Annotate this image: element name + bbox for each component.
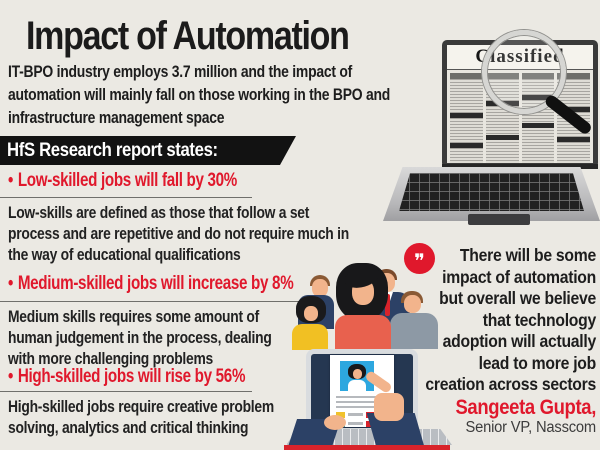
recruitment-illustration [278, 262, 460, 450]
report-banner: HfS Research report states: [0, 136, 296, 165]
person-body [390, 313, 438, 349]
person-head [304, 306, 318, 321]
resume-text-line [336, 406, 388, 408]
resume-legend-line [348, 413, 363, 416]
divider-rule [0, 197, 252, 198]
ad-section-band [557, 107, 590, 112]
right-hand [374, 393, 404, 421]
bullet-headline-high-skilled: • High-skilled jobs will rise by 56% [8, 366, 245, 388]
bullet-dot: • [8, 273, 14, 294]
resume-text-line [336, 401, 388, 403]
ad-section-band [521, 123, 555, 128]
resume-legend-line [348, 422, 363, 425]
person-head [312, 279, 328, 297]
ad-section-band [450, 113, 483, 118]
ad-column-header [450, 73, 483, 79]
bullet-body-low-skilled: Low-skills are defined as those that fol… [8, 204, 349, 264]
laptop-touchpad [468, 214, 530, 225]
resume-swatch-yellow [336, 412, 345, 418]
bullet-dot: • [8, 366, 14, 387]
laptop-keyboard [399, 173, 584, 211]
illustration-red-bar [284, 445, 450, 450]
person-head [404, 295, 421, 313]
person-tie [385, 294, 390, 316]
bullet-headline-medium-skilled: • Medium-skilled jobs will increase by 8% [8, 273, 294, 295]
quote-icon: ❞ [404, 243, 435, 274]
ad-column [450, 73, 483, 163]
bullet-body-high-skilled: High-skilled jobs require creative probl… [8, 398, 274, 437]
intro-paragraph: IT-BPO industry employs 3.7 million and … [8, 62, 391, 127]
quote-author-role: Senior VP, Nasscom [465, 419, 596, 436]
laptop-hinge [442, 164, 598, 169]
bullet-headline-low-skilled: • Low-skilled jobs will fall by 30% [8, 170, 237, 192]
bullet-headline-text: Low-skilled jobs will fall by 30% [17, 170, 238, 191]
quote-text: There will be some impact of automation … [425, 245, 596, 394]
bullet-dot: • [8, 170, 14, 191]
ad-column-header [557, 73, 590, 79]
resume-text-line [336, 396, 388, 398]
resume-avatar-face [353, 369, 362, 379]
ad-section-band [485, 135, 519, 140]
ad-section-band [557, 137, 590, 142]
quote-glyph: ❞ [414, 250, 425, 273]
page-title: Impact of Automation [26, 14, 350, 58]
divider-rule [0, 391, 252, 392]
divider-rule [0, 301, 306, 302]
ad-section-band [450, 143, 483, 148]
quote-author: Sangeeta Gupta, [455, 396, 596, 419]
resume-avatar-shirt [348, 380, 366, 391]
bullet-headline-text: Medium-skilled jobs will increase by 8% [17, 273, 294, 294]
bullet-body-medium-skilled: Medium skills requires some amount of hu… [8, 308, 272, 368]
report-banner-label: HfS Research report states: [7, 139, 218, 161]
center-woman-body [335, 315, 391, 351]
person-body [292, 324, 328, 350]
left-hand [324, 415, 346, 430]
bullet-headline-text: High-skilled jobs will rise by 56% [17, 366, 246, 387]
